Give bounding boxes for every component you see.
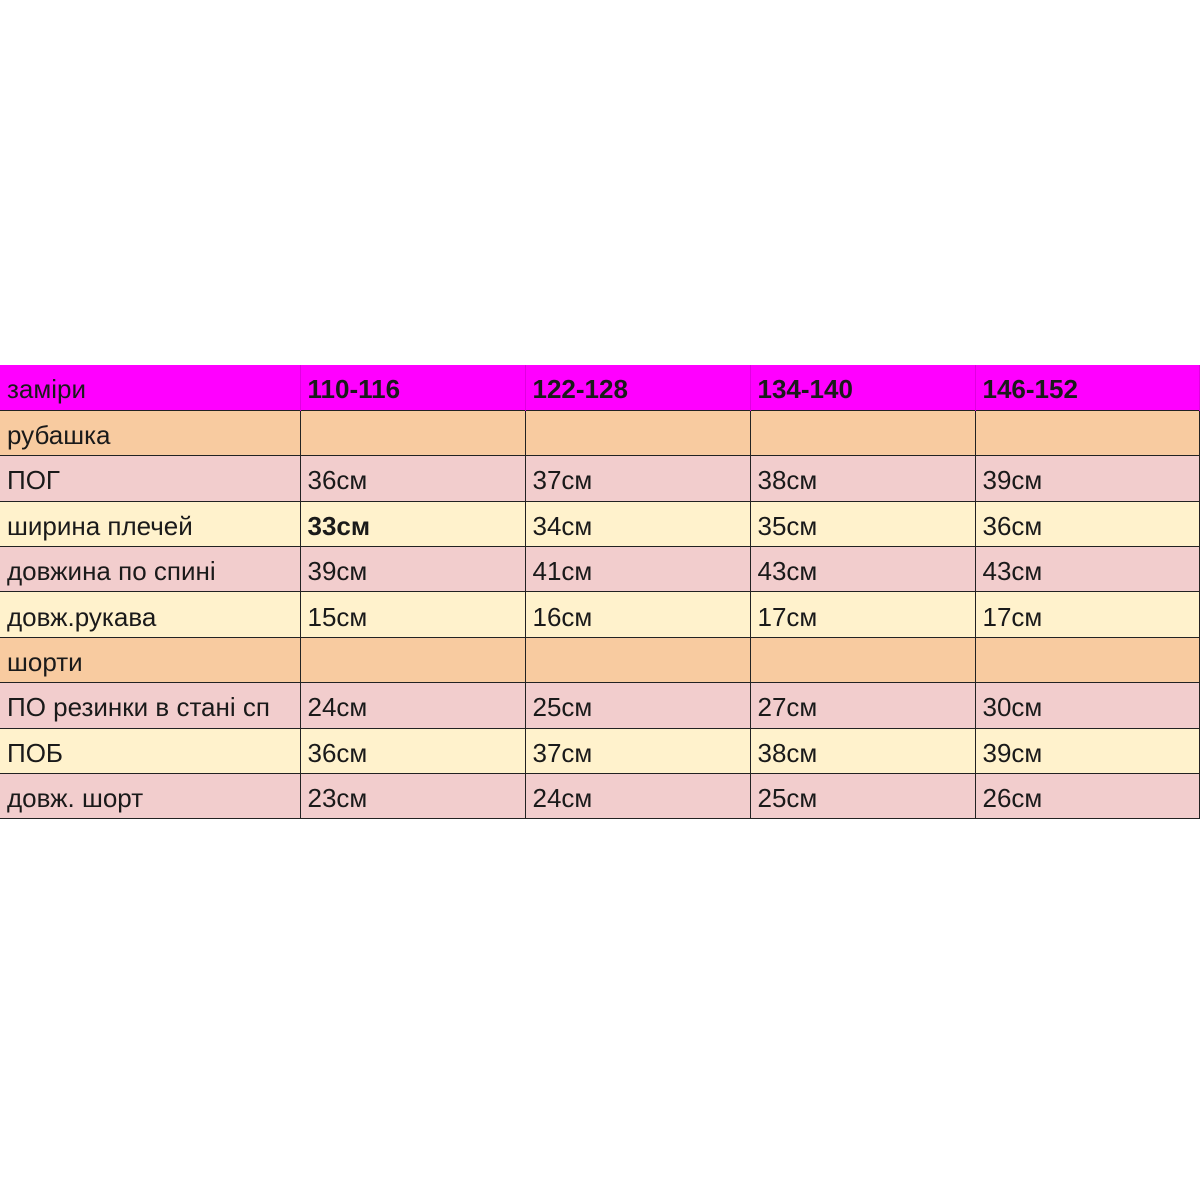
table-row: ПОГ 36см 37см 38см 39см: [0, 455, 1200, 502]
cell-value: 39см: [299, 546, 526, 593]
cell-value: [974, 409, 1200, 457]
cell-value: [299, 409, 526, 457]
row-label: рубашка: [0, 409, 301, 457]
cell-value: 33см: [299, 500, 526, 548]
cell-value: [524, 409, 751, 457]
row-label: шорти: [0, 636, 301, 684]
cell-value: 38см: [749, 727, 976, 775]
header-size: 146-152: [975, 365, 1200, 411]
cell-value: 23см: [299, 773, 526, 820]
cell-value: 36см: [299, 727, 526, 775]
cell-value: 25см: [749, 773, 976, 820]
table-row: довж.рукава 15см 16см 17см 17см: [0, 591, 1200, 638]
cell-value: 17см: [974, 591, 1200, 638]
table-row: довжина по спині 39см 41см 43см 43см: [0, 546, 1200, 593]
table-row: довж. шорт 23см 24см 25см 26см: [0, 773, 1200, 820]
row-label: ПОБ: [0, 727, 301, 775]
cell-value: 41см: [524, 546, 751, 593]
cell-value: [299, 636, 526, 684]
cell-value: [749, 409, 976, 457]
table-row: ПО резинки в стані сп 24см 25см 27см 30см: [0, 682, 1200, 729]
row-label: ПО резинки в стані сп: [0, 682, 301, 729]
cell-value: 39см: [974, 455, 1200, 502]
cell-value: 30см: [974, 682, 1200, 729]
header-size: 110-116: [300, 365, 526, 411]
section-row: шорти: [0, 636, 1200, 684]
cell-value: 16см: [524, 591, 751, 638]
cell-value: 39см: [974, 727, 1200, 775]
cell-value: 26см: [974, 773, 1200, 820]
cell-value: 27см: [749, 682, 976, 729]
header-size: 134-140: [750, 365, 976, 411]
table-row: ПОБ 36см 37см 38см 39см: [0, 727, 1200, 775]
row-label: довж. шорт: [0, 773, 301, 820]
cell-value: 37см: [524, 727, 751, 775]
cell-value: 38см: [749, 455, 976, 502]
cell-value: 37см: [524, 455, 751, 502]
row-label: ширина плечей: [0, 500, 301, 548]
cell-value: 36см: [299, 455, 526, 502]
row-label: ПОГ: [0, 455, 301, 502]
cell-value: [749, 636, 976, 684]
table-row: ширина плечей 33см 34см 35см 36см: [0, 500, 1200, 548]
cell-value: [974, 636, 1200, 684]
cell-value: 24см: [299, 682, 526, 729]
header-label: заміри: [0, 365, 301, 411]
cell-value: 17см: [749, 591, 976, 638]
header-row: заміри 110-116 122-128 134-140 146-152: [0, 365, 1200, 411]
cell-value: 25см: [524, 682, 751, 729]
cell-value: 36см: [974, 500, 1200, 548]
row-label: довж.рукава: [0, 591, 301, 638]
row-label: довжина по спині: [0, 546, 301, 593]
size-chart-table: заміри 110-116 122-128 134-140 146-152 рубашк…: [0, 365, 1200, 820]
cell-value: 43см: [749, 546, 976, 593]
cell-value: 15см: [299, 591, 526, 638]
section-row: рубашка: [0, 409, 1200, 457]
cell-value: 43см: [974, 546, 1200, 593]
cell-value: 35см: [749, 500, 976, 548]
cell-value: [524, 636, 751, 684]
header-size: 122-128: [525, 365, 751, 411]
cell-value: 24см: [524, 773, 751, 820]
cell-value: 34см: [524, 500, 751, 548]
